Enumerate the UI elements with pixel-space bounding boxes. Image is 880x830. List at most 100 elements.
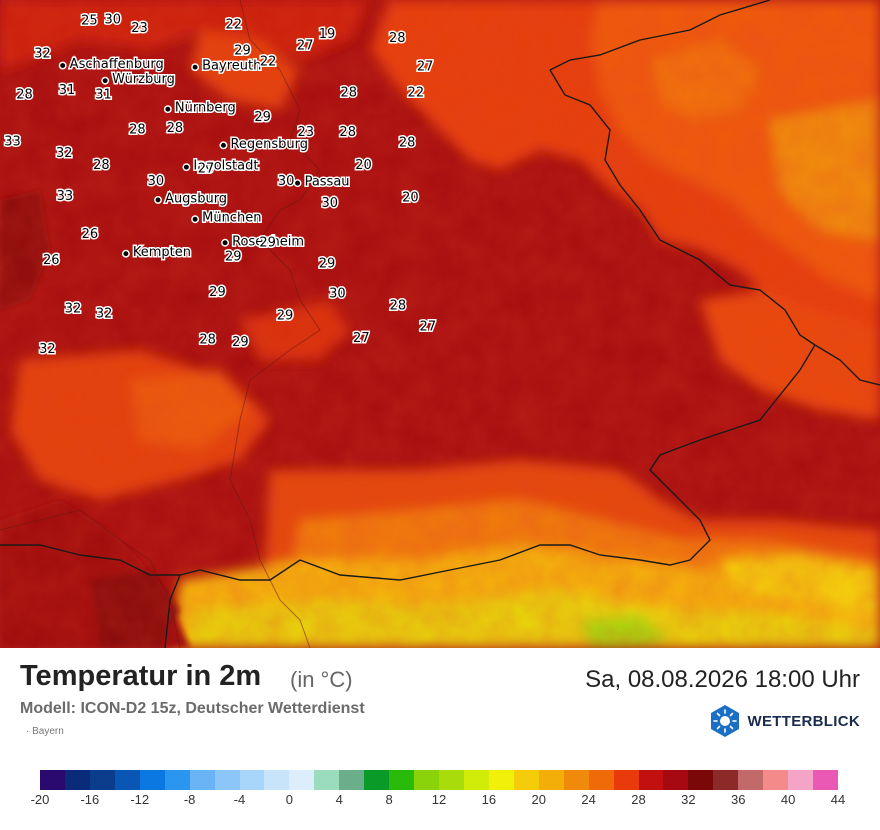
legend-swatch	[488, 770, 514, 790]
legend-swatch	[813, 770, 838, 790]
temperature-value: 29	[209, 285, 226, 300]
temperature-value: 26	[82, 227, 99, 242]
color-legend	[40, 770, 838, 790]
city-marker	[154, 195, 163, 204]
city-bayreuth: Bayreuth	[191, 57, 263, 75]
temperature-value: 22	[260, 55, 277, 70]
city-münchen: München	[191, 209, 263, 227]
temperature-value: 32	[96, 307, 113, 322]
legend-tick: 8	[385, 792, 393, 807]
city-aschaffenburg: Aschaffenburg	[58, 56, 165, 74]
temperature-value: 28	[390, 298, 407, 313]
temperature-value: 32	[65, 302, 82, 317]
legend-tick: 36	[731, 792, 746, 807]
temperature-value: 19	[319, 27, 336, 42]
temperature-value: 28	[129, 123, 146, 138]
legend-swatch	[89, 770, 115, 790]
temperature-value: 26	[43, 253, 60, 268]
city-passau: Passau	[293, 173, 351, 191]
brand-name: WETTERBLICK	[747, 712, 860, 730]
temperature-value: 31	[95, 87, 112, 102]
city-label: Bayreuth	[202, 59, 261, 74]
city-marker	[121, 249, 130, 258]
legend-swatch	[289, 770, 315, 790]
legend-tick: 16	[481, 792, 497, 807]
temperature-value: 30	[105, 13, 122, 28]
legend-swatch	[788, 770, 814, 790]
forecast-datetime: Sa, 08.08.2026 18:00 Uhr	[585, 666, 860, 693]
city-regensburg: Regensburg	[219, 135, 310, 153]
city-label: Nürnberg	[175, 101, 236, 116]
temperature-value: 28	[93, 158, 110, 173]
temperature-value: 20	[355, 158, 372, 173]
temperature-value: 29	[319, 256, 336, 271]
city-marker	[58, 61, 67, 70]
temperature-value: 33	[57, 189, 74, 204]
city-label: Rosenheim	[232, 234, 304, 249]
temperature-value: 22	[226, 18, 243, 33]
temperature-value: 29	[254, 110, 271, 125]
temperature-value: 20	[402, 191, 419, 206]
legend-swatch	[239, 770, 265, 790]
temperature-value: 28	[167, 121, 184, 136]
temperature-value: 29	[225, 250, 242, 265]
legend-swatch	[738, 770, 764, 790]
legend-ticks: -20 -16 -12 -8 -4 0 4 8 12 16 20 24 28 32 36 40 44	[0, 792, 880, 812]
temperature-value: 30	[329, 287, 346, 302]
city-ingolstadt: Ingolstadt	[182, 157, 260, 175]
temperature-value: 30	[148, 174, 165, 189]
sun-hexagon-icon	[710, 705, 739, 737]
legend-swatch	[538, 770, 564, 790]
country-borders	[0, 0, 880, 648]
city-rosenheim: Rosenheim	[221, 233, 306, 251]
legend-swatch	[139, 770, 165, 790]
temperature-value: 32	[34, 46, 51, 61]
city-marker	[182, 163, 191, 172]
temperature-value: 23	[131, 21, 148, 36]
temperature-value: 27	[417, 60, 434, 75]
legend-swatch	[563, 770, 589, 790]
temperature-map: Aschaffenburg Würzburg Bayreuth Nürnberg Reg…	[0, 0, 880, 648]
city-label: Passau	[305, 175, 350, 190]
legend-swatch	[513, 770, 539, 790]
city-marker	[163, 105, 172, 114]
temperature-value: 29	[232, 335, 249, 350]
city-würzburg: Würzburg	[101, 71, 176, 89]
legend-tick: 0	[285, 792, 293, 807]
legend-swatch	[339, 770, 365, 790]
temperature-value: 28	[389, 31, 406, 46]
chart-title: Temperatur in 2m	[20, 660, 262, 692]
temperature-value: 22	[408, 86, 425, 101]
legend-swatch	[663, 770, 689, 790]
legend-swatch	[40, 770, 65, 790]
legend-tick: -12	[130, 792, 150, 807]
temperature-value: 28	[341, 86, 358, 101]
legend-swatch	[314, 770, 340, 790]
legend-swatch	[189, 770, 215, 790]
legend-swatch	[688, 770, 714, 790]
legend-tick: 28	[631, 792, 646, 807]
city-kempten: Kempten	[121, 244, 193, 262]
legend-swatch	[588, 770, 614, 790]
region-label: · Bayern	[26, 726, 64, 737]
legend-swatch	[613, 770, 639, 790]
legend-tick: 40	[780, 792, 796, 807]
legend-swatch	[389, 770, 415, 790]
city-marker	[101, 76, 110, 85]
legend-tick: -20	[30, 792, 50, 807]
temperature-value: 23	[297, 125, 314, 140]
legend-tick: 4	[335, 792, 343, 807]
legend-swatch	[214, 770, 240, 790]
city-marker	[191, 63, 200, 72]
legend-swatch	[713, 770, 739, 790]
legend-swatch	[763, 770, 789, 790]
temperature-value: 30	[321, 196, 338, 211]
model-source: Modell: ICON-D2 15z, Deutscher Wetterdie…	[20, 700, 365, 717]
temperature-labels: 25 30 23 22 19 28 27 32 29 22 27 28 31 31 28 22 29 28 28 23…	[3, 11, 438, 358]
city-label: Augsburg	[165, 191, 227, 206]
temperature-value: 27	[353, 331, 370, 346]
temperature-value: 33	[4, 134, 21, 149]
city-label: München	[202, 211, 261, 226]
